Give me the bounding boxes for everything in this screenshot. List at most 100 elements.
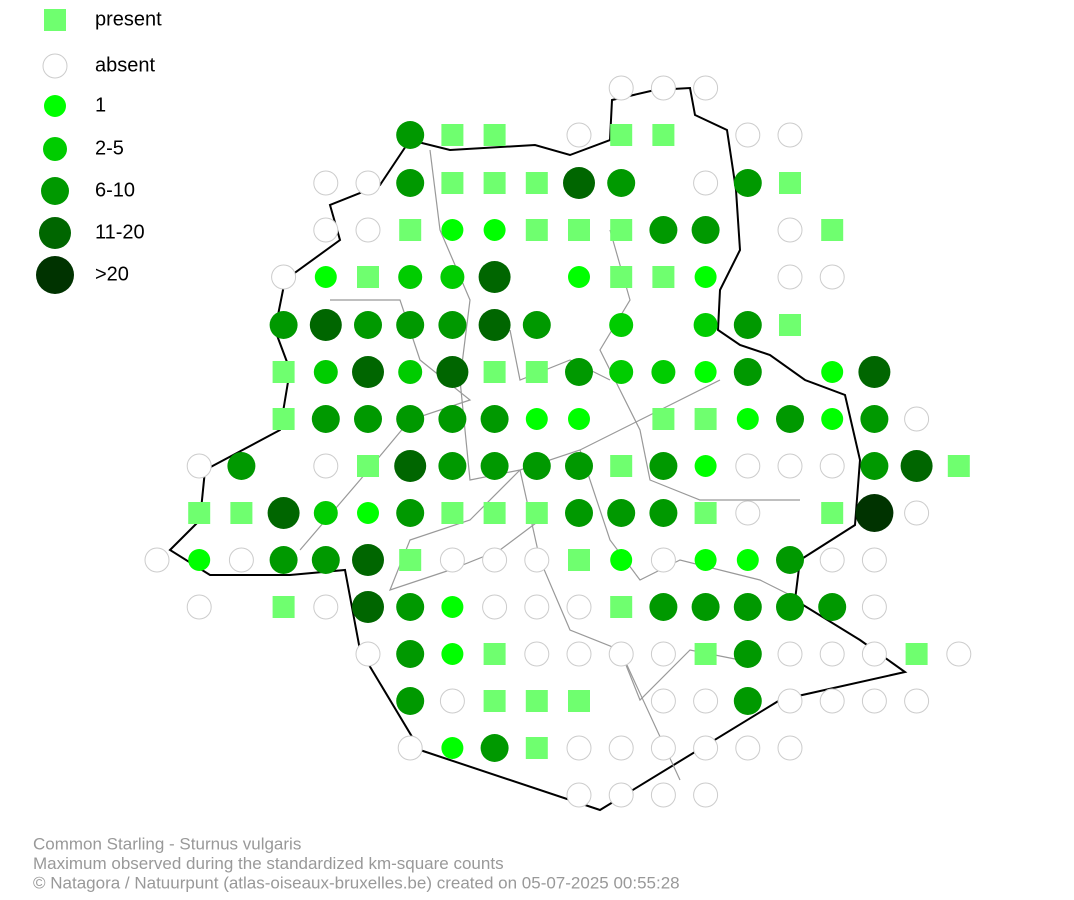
grid-cell	[441, 502, 464, 524]
grid-cell	[399, 219, 422, 241]
legend-symbol	[36, 256, 74, 294]
grid-cell	[821, 502, 844, 524]
grid-cell	[821, 361, 844, 383]
grid-cell	[733, 311, 762, 339]
grid-cell	[649, 499, 678, 527]
grid-cell	[355, 641, 381, 667]
legend: present absent 1 2-5 6-10 11-20 >20	[36, 8, 162, 294]
legend-symbol	[39, 217, 71, 249]
grid-cell	[144, 547, 170, 573]
grid-cell	[694, 408, 717, 430]
legend-symbol	[42, 53, 68, 79]
grid-cell	[819, 547, 845, 573]
grid-cell	[524, 594, 550, 620]
grid-cell	[483, 219, 506, 241]
grid-cell	[525, 361, 548, 383]
grid-cell	[691, 593, 720, 621]
grid-cell	[565, 452, 593, 480]
grid-cell	[396, 121, 425, 149]
grid-cell	[776, 546, 804, 574]
grid-cell	[522, 311, 551, 339]
grid-cell	[733, 593, 762, 621]
grid-cell	[227, 452, 256, 480]
grid-cell	[733, 358, 762, 386]
grid-cell	[610, 596, 633, 618]
grid-cell	[480, 405, 509, 433]
grid-cell	[313, 594, 339, 620]
grid-cell	[568, 690, 590, 712]
grid-cell	[483, 690, 506, 712]
grid-cell	[900, 450, 933, 482]
grid-cell	[735, 735, 761, 761]
grid-cell	[354, 405, 382, 433]
grid-cell	[777, 735, 803, 761]
grid-cell	[272, 596, 295, 618]
grid-cell	[228, 547, 254, 573]
grid-cell	[735, 453, 761, 479]
grid-cell	[777, 122, 803, 148]
grid-cell	[818, 593, 847, 621]
grid-cell	[525, 219, 548, 241]
footer: Common Starling - Sturnus vulgarisMaximu…	[33, 834, 680, 892]
grid-cell	[483, 172, 506, 194]
legend-symbol	[43, 137, 67, 161]
grid-cell	[566, 641, 592, 667]
grid-cell	[396, 640, 425, 668]
grid-cell	[309, 309, 342, 341]
grid-cell	[524, 547, 550, 573]
grid-cell	[650, 688, 676, 714]
grid-cell	[355, 170, 381, 196]
grid-cell	[439, 688, 465, 714]
grid-cell	[483, 124, 506, 146]
grid-cell	[735, 122, 761, 148]
grid-cell	[858, 356, 891, 388]
grid-cell	[272, 361, 295, 383]
grid-cell	[777, 217, 803, 243]
legend-label: >20	[95, 263, 129, 285]
grid-cell	[436, 356, 469, 388]
grid-cell	[354, 311, 382, 339]
grid-cell	[733, 687, 762, 715]
grid-cell	[694, 455, 717, 477]
grid-cell	[779, 172, 801, 194]
grid-cell	[693, 782, 719, 808]
grid-cell	[478, 261, 511, 293]
grid-cell	[483, 502, 506, 524]
grid-cell	[733, 169, 762, 197]
grid-cell	[777, 688, 803, 714]
grid-cell	[821, 219, 844, 241]
grid-cell	[735, 500, 761, 526]
grid-cell	[441, 596, 464, 618]
grid-cell	[188, 549, 211, 571]
grid-cell	[566, 594, 592, 620]
legend-symbol	[41, 177, 69, 205]
legend-label: 11-20	[95, 221, 145, 243]
grid-cell	[188, 502, 211, 524]
grid-cell	[394, 450, 427, 482]
grid-cell	[650, 547, 676, 573]
grid-cell	[694, 361, 717, 383]
grid-cell	[905, 643, 928, 665]
grid-cell	[649, 216, 678, 244]
grid-cell	[566, 735, 592, 761]
grid-cell	[483, 643, 506, 665]
grid-cell	[441, 643, 464, 665]
grid-cell	[693, 313, 718, 337]
grid-cell	[819, 264, 845, 290]
footer-line: Maximum observed during the standardized…	[33, 854, 504, 873]
grid-cell	[652, 124, 675, 146]
footer-line: Common Starling - Sturnus vulgaris	[33, 834, 301, 853]
grid-cell	[352, 591, 384, 623]
grid-cell	[779, 314, 801, 336]
grid-cell	[608, 782, 634, 808]
legend-symbol	[44, 9, 66, 31]
grid-cell	[736, 408, 759, 430]
grid-cell	[649, 593, 678, 621]
grid-cell	[480, 734, 509, 762]
grid-cell	[610, 219, 633, 241]
grid-cell	[267, 497, 300, 529]
grid-cell	[311, 405, 340, 433]
grid-cell	[777, 453, 803, 479]
grid-cell	[693, 735, 719, 761]
